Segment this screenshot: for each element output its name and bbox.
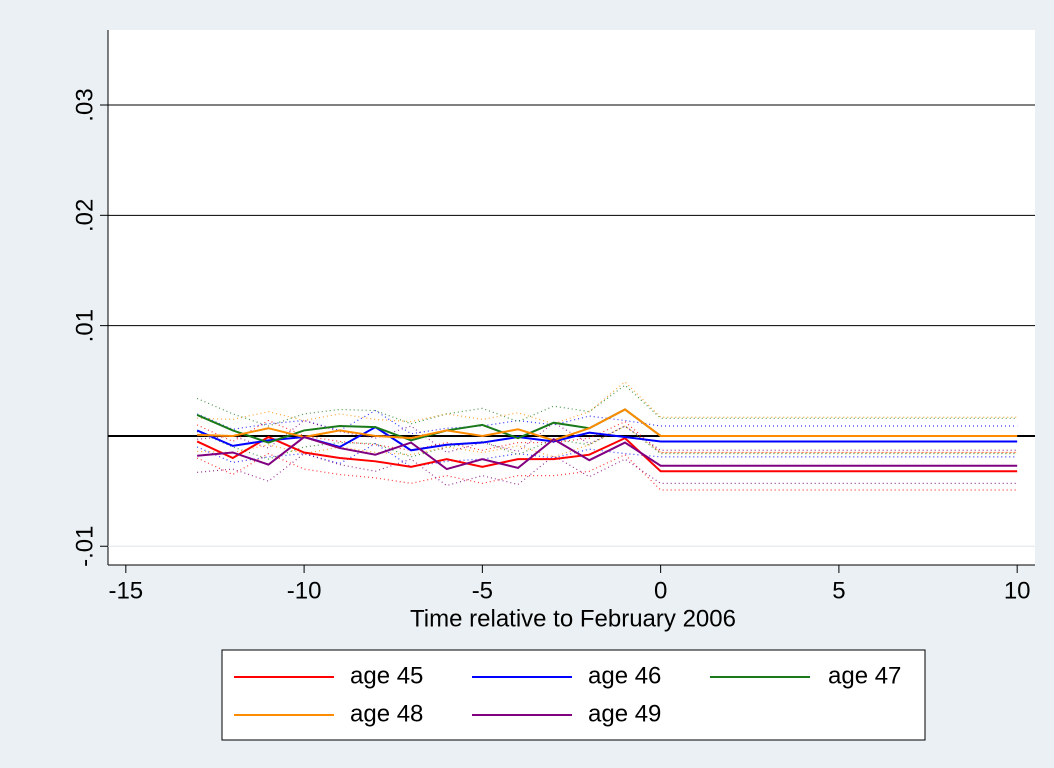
x-tick-label: -10 [287,577,322,604]
legend-label: age 48 [350,700,423,727]
legend [221,649,926,741]
legend-label: age 49 [588,700,661,727]
plot-area [108,30,1035,565]
legend-label: age 46 [588,662,661,689]
confidence-bound [196,419,1018,454]
y-tick-label: .01 [71,309,98,342]
confidence-bound [196,425,1018,460]
x-tick-label: 5 [832,577,845,604]
series-line [196,435,1018,473]
legend-label: age 45 [350,662,423,689]
x-tick-label: 10 [1004,577,1031,604]
y-tick-label: .02 [71,199,98,232]
y-tick-label: -.01 [71,526,98,567]
legend-label: age 47 [828,662,901,689]
x-tick-label: -15 [108,577,143,604]
x-tick-label: -5 [472,577,493,604]
confidence-bound [196,452,1018,491]
series-line [197,408,1018,442]
x-axis-label: Time relative to February 2006 [410,605,736,632]
confidence-bound [196,384,1018,427]
y-tick-label: .03 [71,88,98,121]
x-tick-label: 0 [654,577,667,604]
series-line [197,435,1018,471]
